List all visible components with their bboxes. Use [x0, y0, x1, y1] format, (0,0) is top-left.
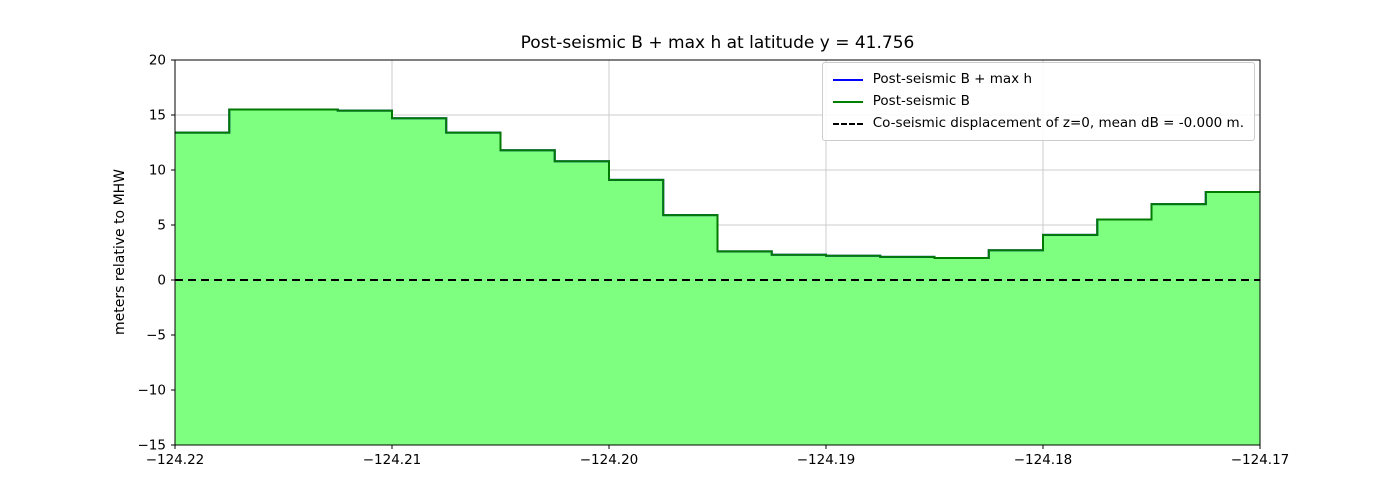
legend-label: Post-seismic B + max h: [872, 71, 1033, 87]
x-tick-label: −124.20: [580, 452, 639, 468]
post-seismic-b-line: [175, 108, 1260, 259]
legend-label: Co-seismic displacement of z=0, mean dB …: [872, 115, 1244, 131]
x-tick-label: −124.21: [363, 452, 422, 468]
y-tick-label: 10: [149, 163, 166, 179]
legend-line-sample-dashed: [832, 122, 863, 125]
legend-item: Co-seismic displacement of z=0, mean dB …: [832, 115, 1244, 132]
x-tick-label: −124.18: [1014, 452, 1073, 468]
post-seismic-b-area: [175, 109, 1260, 445]
y-axis-label: meters relative to MHW: [112, 168, 128, 336]
legend-item: Post-seismic B: [832, 93, 1244, 110]
y-tick-label: −5: [146, 328, 166, 344]
legend-item: Post-seismic B + max h: [832, 71, 1244, 88]
legend: Post-seismic B + max h Post-seismic B Co…: [821, 62, 1255, 141]
x-tick-label: −124.19: [797, 452, 856, 468]
legend-line-sample-blue: [832, 78, 863, 81]
legend-label: Post-seismic B: [872, 93, 970, 109]
y-tick-label: −15: [138, 438, 167, 454]
legend-line-sample-green: [832, 100, 863, 103]
y-tick-label: 0: [157, 273, 166, 289]
chart-title: Post-seismic B + max h at latitude y = 4…: [520, 33, 915, 53]
axes-frame: [174, 59, 1261, 446]
x-tick-label: −124.22: [146, 452, 205, 468]
y-tick-label: 15: [149, 108, 166, 124]
y-tick-label: 20: [149, 53, 166, 69]
y-tick-label: −10: [138, 383, 167, 399]
x-tick-label: −124.17: [1231, 452, 1290, 468]
y-tick-label: 5: [157, 218, 166, 234]
